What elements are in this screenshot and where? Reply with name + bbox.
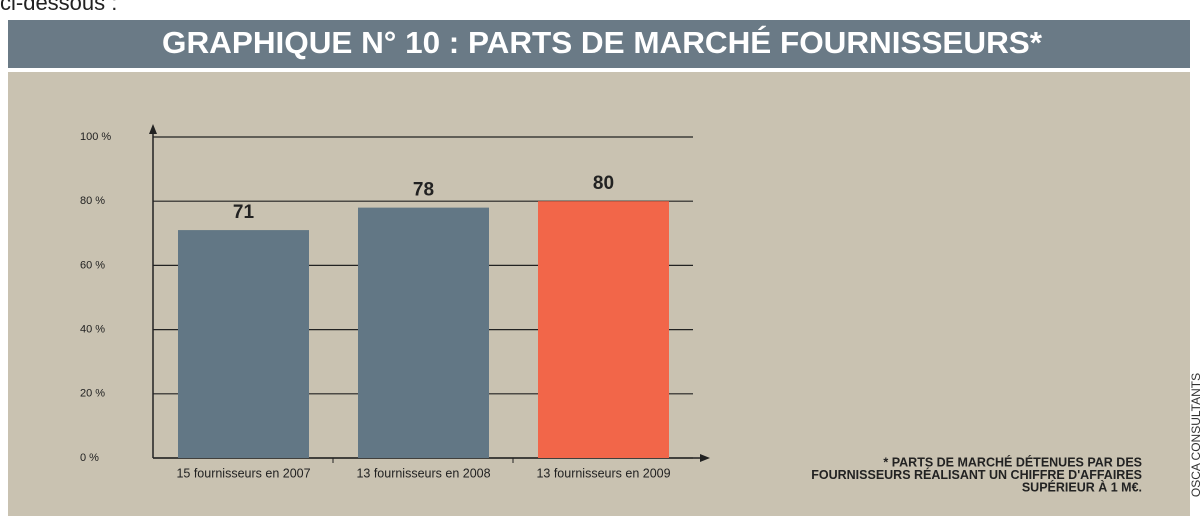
footnote: FOURNISSEURS RÉALISANT UN CHIFFRE D'AFFA… [811,467,1142,482]
chart-title: GRAPHIQUE N° 10 : PARTS DE MARCHÉ FOURNI… [162,25,1043,60]
y-axis-arrow [149,124,157,134]
y-tick-label: 40 % [80,324,105,336]
value-label: 78 [413,180,434,201]
bar [538,201,669,458]
bar [178,230,309,458]
y-tick-label: 20 % [80,388,105,400]
title-bar [8,20,1190,68]
y-tick-label: 100 % [80,131,111,143]
footnote: * PARTS DE MARCHÉ DÉTENUES PAR DES [883,454,1142,469]
page-header: ci-dessous : [0,0,117,15]
value-label: 71 [233,202,255,223]
footnote: SUPÉRIEUR À 1 M€. [1022,479,1142,494]
y-tick-label: 60 % [80,259,105,271]
x-tick-label: 13 fournisseurs en 2009 [536,466,670,480]
x-tick-label: 15 fournisseurs en 2007 [176,466,310,480]
bar [358,207,489,458]
source: OSCA CONSULTANTS [1189,373,1203,497]
x-axis-arrow [700,454,710,462]
value-label: 80 [593,173,614,194]
y-tick-label: 80 % [80,195,105,207]
y-tick-label: 0 % [80,452,99,464]
x-tick-label: 13 fournisseurs en 2008 [356,466,490,480]
